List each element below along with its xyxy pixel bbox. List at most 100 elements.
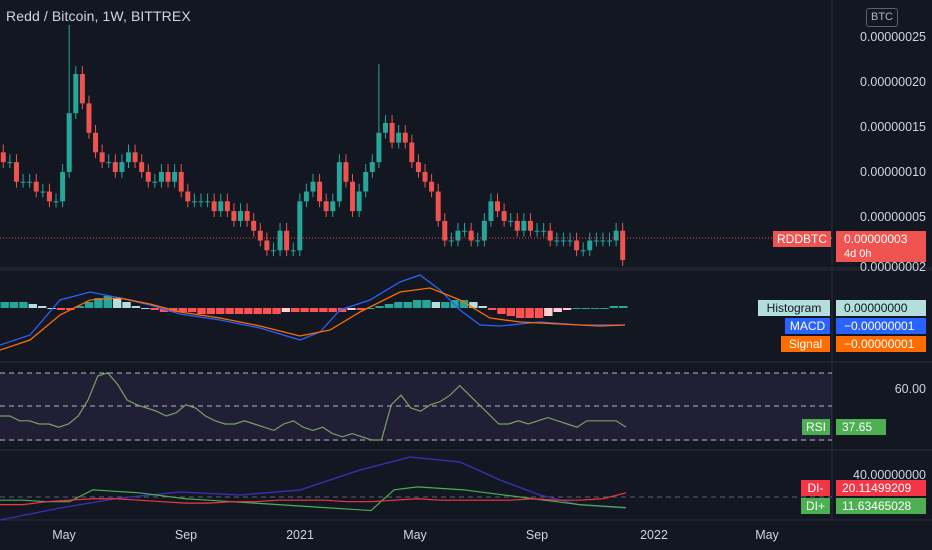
- macd-histogram-bar: [394, 302, 403, 308]
- macd-histogram-bar: [19, 302, 28, 308]
- candle-body: [152, 181, 158, 183]
- bar-countdown: 4d 0h: [836, 246, 926, 262]
- macd-histogram-bar: [253, 308, 262, 314]
- candle-body: [495, 201, 501, 212]
- candle-body: [607, 240, 613, 242]
- candle-body: [257, 230, 263, 241]
- candle-body: [205, 201, 211, 203]
- candle-body: [132, 152, 138, 163]
- macd-histogram-bar: [487, 308, 497, 310]
- dmi-tick: 40.00000000: [853, 468, 926, 482]
- candle-body: [7, 162, 13, 164]
- candle-body: [402, 132, 408, 143]
- macd-histogram-bar: [516, 308, 525, 318]
- macd-histogram-bar: [9, 302, 19, 308]
- candle-body: [191, 201, 197, 203]
- candle-body: [73, 73, 79, 114]
- histogram-value: 0.00000000: [836, 300, 926, 316]
- macd-histogram-bar: [84, 302, 94, 308]
- candle-body: [620, 230, 626, 261]
- candle-body: [238, 211, 244, 221]
- macd-histogram-bar: [431, 302, 441, 308]
- time-tick: Sep: [525, 528, 549, 542]
- candle-body: [303, 191, 309, 202]
- macd-histogram-bar: [572, 308, 581, 309]
- di-minus-label: DI-: [801, 480, 830, 496]
- macd-histogram-bar: [178, 308, 187, 312]
- candle-body: [178, 171, 184, 192]
- rsi-line: [0, 372, 627, 441]
- candle-body: [336, 162, 342, 202]
- signal-label: Signal: [781, 336, 830, 352]
- candle-body: [422, 171, 428, 182]
- candle-body: [139, 162, 145, 172]
- macd-histogram-bar: [459, 300, 469, 308]
- price-tick: 0.00000010: [859, 165, 926, 179]
- macd-histogram-bar: [56, 308, 66, 310]
- macd-histogram-bar: [131, 306, 141, 308]
- macd-histogram-bar: [441, 302, 450, 308]
- candle-body: [527, 220, 533, 231]
- candle-body: [284, 230, 290, 251]
- macd-histogram-bar: [366, 308, 375, 309]
- rsi-band: [0, 373, 832, 441]
- macd-histogram-bar: [141, 308, 150, 309]
- candle-body: [415, 162, 421, 172]
- candle-body: [270, 250, 276, 252]
- candle-body: [198, 201, 204, 203]
- macd-histogram-bar: [581, 308, 591, 309]
- candle-body: [46, 191, 52, 202]
- candle-body: [448, 240, 454, 242]
- currency-badge[interactable]: BTC: [866, 8, 898, 27]
- macd-histogram-bar: [112, 298, 122, 308]
- time-tick: May: [755, 528, 779, 542]
- candle-body: [547, 230, 553, 241]
- candle-body: [350, 181, 356, 212]
- macd-histogram-bar: [403, 302, 412, 308]
- candle-body: [343, 162, 349, 182]
- candle-body: [290, 250, 296, 252]
- candle-body: [20, 181, 26, 183]
- candle-body: [382, 122, 388, 133]
- macd-histogram-bar: [534, 308, 544, 318]
- macd-histogram-bar: [281, 308, 291, 312]
- macd-histogram-bar: [206, 308, 216, 314]
- candle-body: [60, 171, 66, 202]
- macd-histogram-bar: [225, 308, 234, 314]
- candle-body: [145, 171, 151, 182]
- macd-histogram-bar: [422, 300, 431, 308]
- candle-body: [0, 152, 6, 163]
- rsi-tick: 60.00: [894, 382, 926, 396]
- candle-body: [455, 230, 461, 241]
- histogram-label: Histogram: [758, 300, 830, 316]
- candle-body: [40, 191, 46, 193]
- candle-body: [251, 220, 257, 231]
- candle-body: [481, 220, 487, 241]
- signal-line: [0, 287, 626, 351]
- candle-body: [231, 211, 237, 221]
- macd-histogram-bar: [262, 308, 272, 314]
- macd-histogram-bar: [553, 308, 562, 312]
- macd-histogram-bar: [150, 308, 159, 310]
- rsi-value: 37.65: [836, 419, 886, 435]
- candle-body: [560, 240, 566, 242]
- rsi-label: RSI: [802, 419, 830, 435]
- chart-title: Redd / Bitcoin, 1W, BITTREX: [6, 8, 191, 24]
- candle-body: [244, 211, 250, 221]
- candle-body: [488, 201, 494, 221]
- candle-body: [613, 230, 619, 241]
- candle-body: [600, 240, 606, 242]
- macd-histogram-bar: [66, 308, 75, 310]
- macd-histogram-bar: [347, 308, 356, 310]
- candle-body: [79, 73, 85, 104]
- macd-histogram-bar: [37, 306, 47, 308]
- macd-histogram-bar: [609, 306, 619, 308]
- macd-histogram-bar: [187, 308, 197, 312]
- time-tick: Sep: [174, 528, 198, 542]
- adx-line: [0, 456, 626, 521]
- candle-body: [521, 220, 527, 231]
- macd-histogram-bar: [562, 308, 572, 310]
- candle-body: [409, 142, 415, 163]
- macd-histogram-bar: [103, 296, 112, 308]
